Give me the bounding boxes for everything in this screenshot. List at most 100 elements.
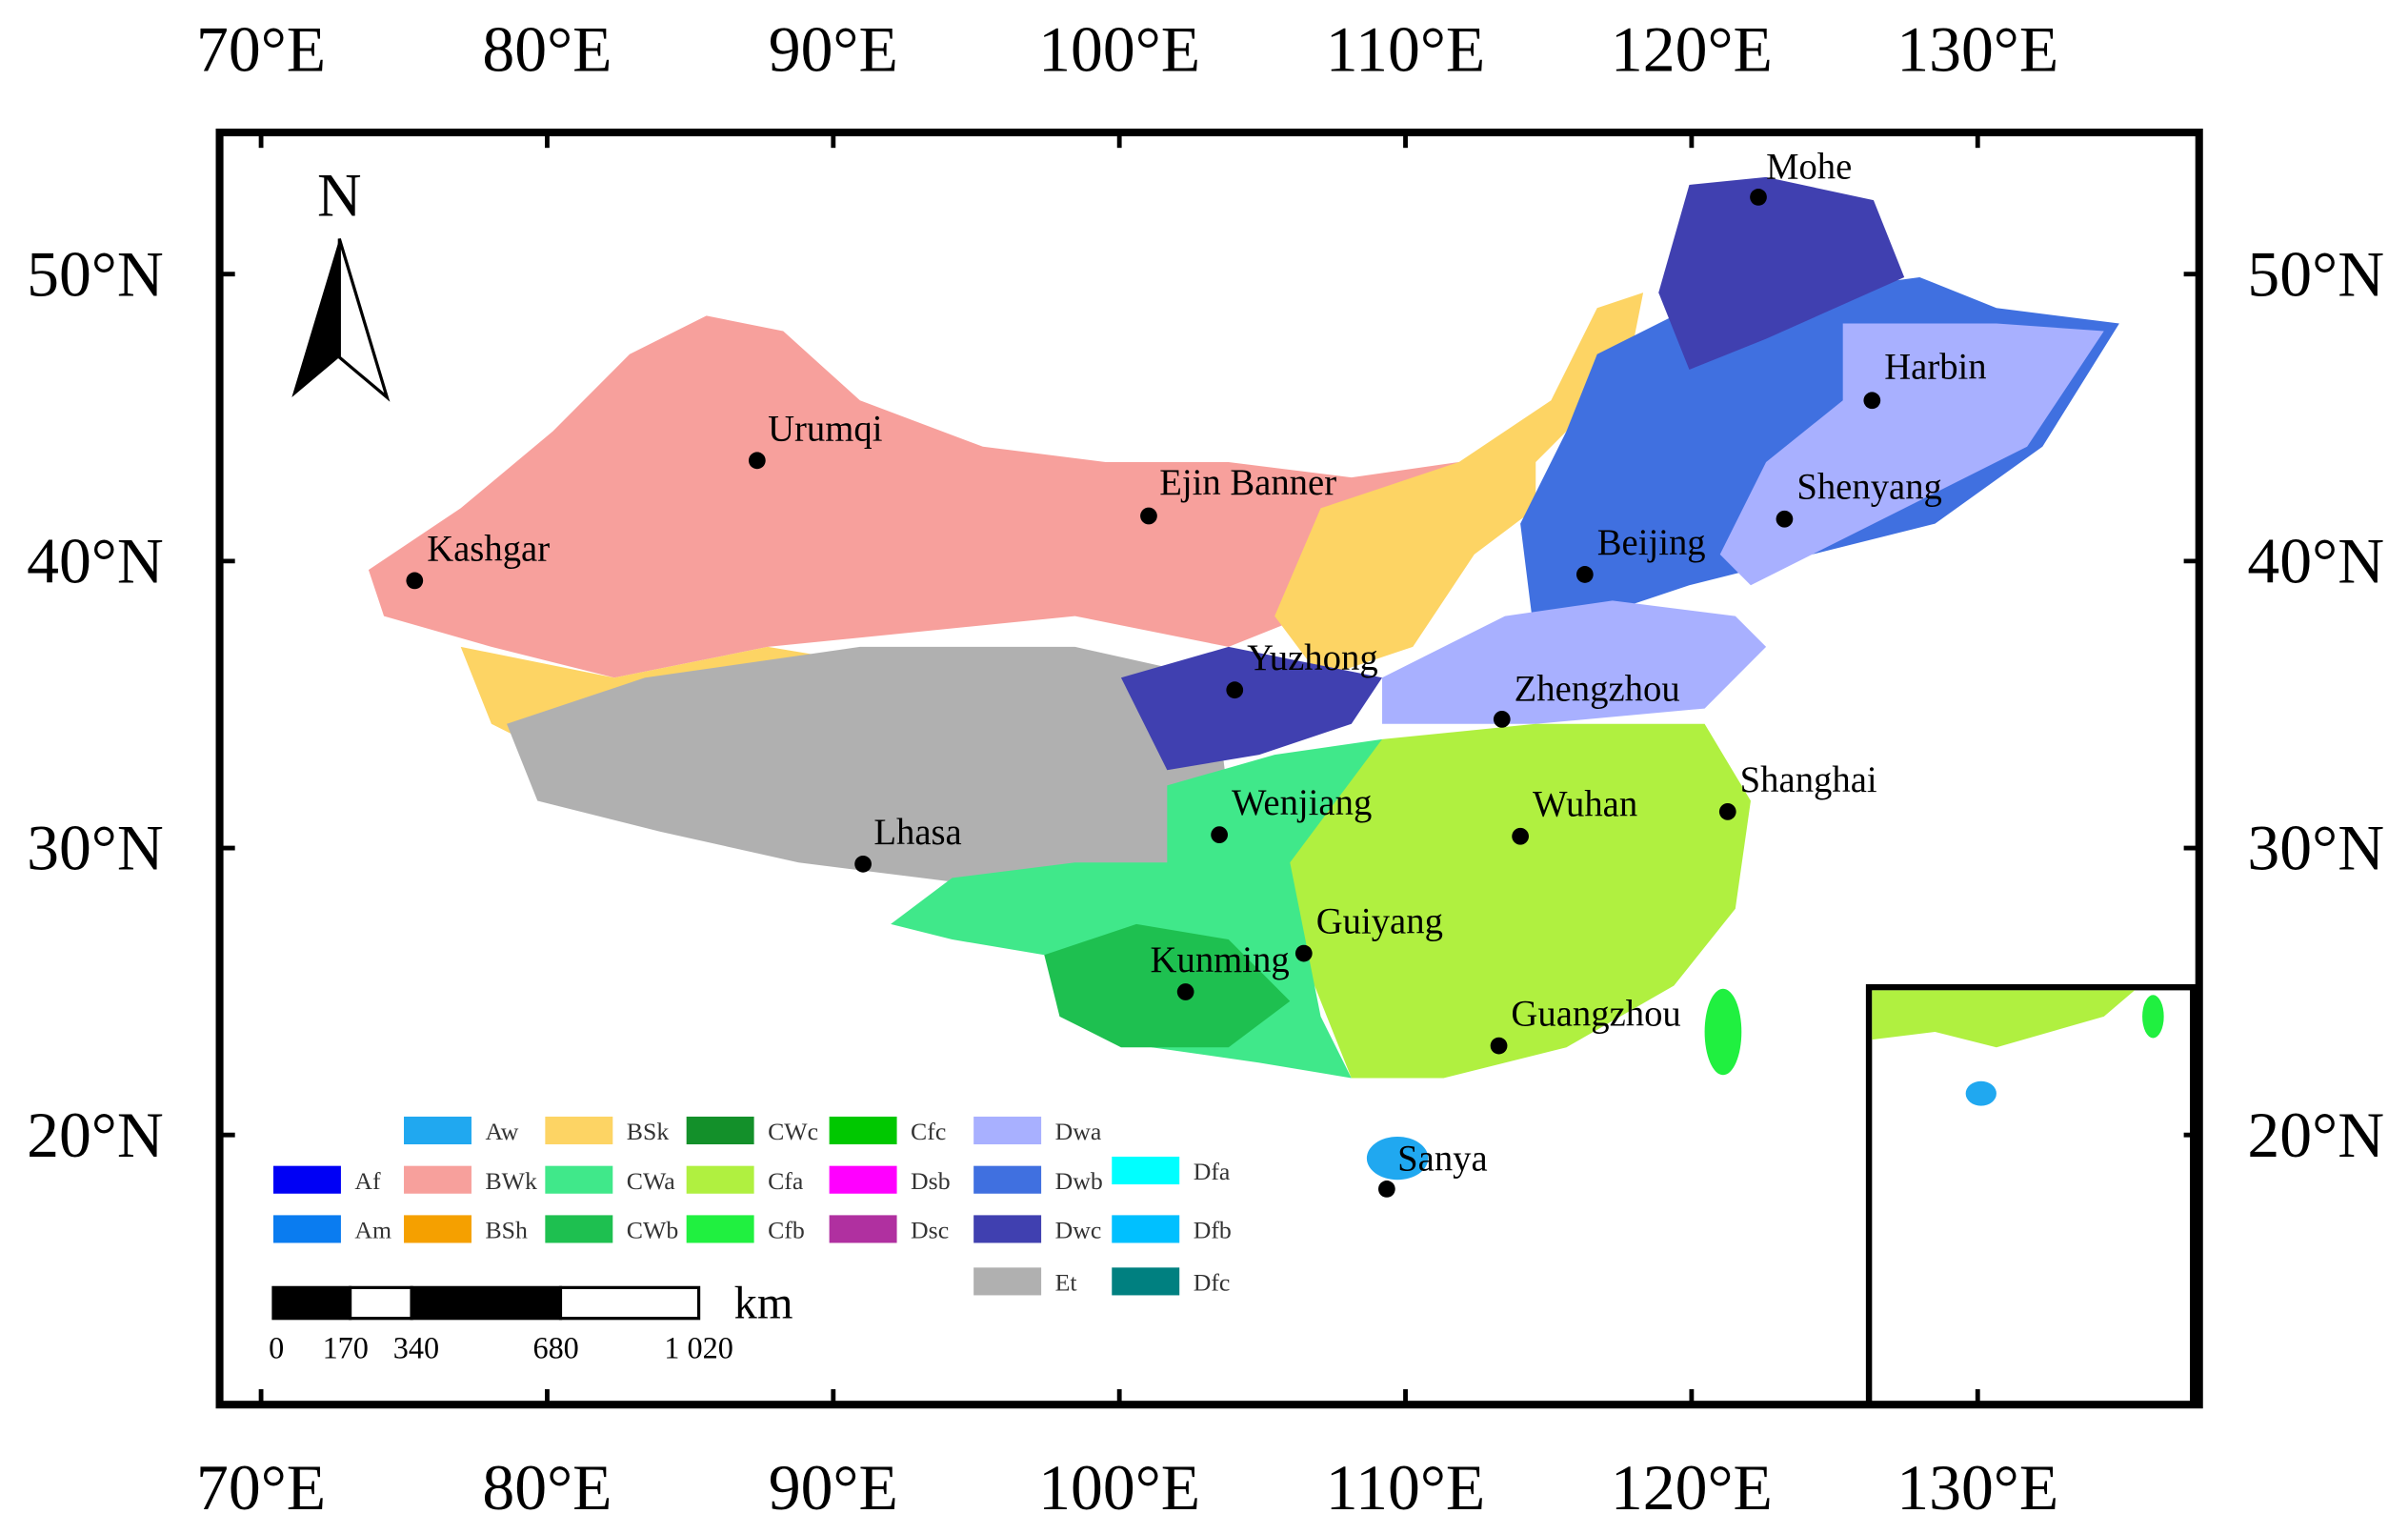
city-label: Zhengzhou (1515, 668, 1680, 709)
scale-label: 680 (532, 1331, 578, 1365)
lon-label-bottom: 100°E (1038, 1452, 1200, 1524)
legend-label: Dfa (1194, 1158, 1231, 1185)
legend-label: Dwa (1055, 1118, 1102, 1145)
legend-swatch (686, 1116, 754, 1145)
legend-label: Dwc (1055, 1217, 1102, 1244)
legend-swatch (1112, 1215, 1180, 1243)
legend-swatch (973, 1267, 1042, 1296)
legend-label: Dfc (1194, 1269, 1231, 1297)
city-label: Ejin Banner (1159, 462, 1336, 503)
city-dot (748, 452, 766, 470)
scale-label: 170 (323, 1331, 369, 1365)
scale-label: 340 (393, 1331, 439, 1365)
scale-label: 1 020 (664, 1331, 733, 1365)
region-dwa (1719, 323, 2104, 586)
lon-label-bottom: 90°E (769, 1452, 898, 1524)
city-dot (1750, 189, 1767, 206)
legend-label: Dwb (1055, 1167, 1103, 1195)
city-dot (1575, 566, 1594, 583)
lat-label-right: 40°N (2247, 525, 2384, 596)
city-dot (1512, 827, 1529, 845)
legend-swatch (404, 1165, 472, 1194)
city-label: Lhasa (873, 812, 961, 853)
legend-swatch (829, 1165, 897, 1194)
scale-label: 0 (269, 1331, 284, 1365)
city-label: Harbin (1884, 347, 1986, 388)
city-dot (1294, 944, 1313, 962)
region-dwa-plain (1382, 600, 1767, 724)
legend-swatch (545, 1116, 613, 1145)
scale-segment (348, 1285, 413, 1321)
region-cfa (1259, 723, 1751, 1079)
lat-label-right: 30°N (2247, 813, 2384, 884)
legend-swatch (686, 1165, 754, 1194)
region-et (507, 646, 1229, 894)
lon-label-bottom: 70°E (196, 1452, 326, 1524)
legend-swatch (829, 1215, 897, 1243)
lon-label-top: 120°E (1611, 13, 1773, 85)
city-dot (1226, 681, 1244, 699)
lon-label-top: 90°E (769, 13, 898, 85)
legend-label: BSh (485, 1217, 528, 1244)
map-frame (215, 128, 2203, 1409)
lat-label-left: 50°N (27, 238, 164, 310)
legend-swatch (973, 1215, 1042, 1243)
legend-label: BSk (627, 1118, 670, 1145)
inset-mainland (1872, 990, 2136, 1048)
legend-label: CWb (627, 1217, 678, 1244)
legend-swatch (404, 1215, 472, 1243)
lon-label-top: 80°E (482, 13, 612, 85)
city-label: Guangzhou (1511, 994, 1680, 1035)
lon-label-bottom: 120°E (1611, 1452, 1773, 1524)
region-cwb (1044, 923, 1291, 1048)
city-label: Kashgar (427, 528, 550, 569)
inset (1865, 983, 2197, 1408)
regions (368, 176, 2119, 1181)
city-label: Yuzhong (1247, 637, 1378, 678)
lat-label-right: 20°N (2247, 1100, 2384, 1171)
lat-label-left: 20°N (27, 1100, 164, 1171)
legend-label: CWa (627, 1167, 675, 1195)
scale-segment (558, 1285, 701, 1321)
legend-swatch (686, 1215, 754, 1243)
city-dot (1211, 826, 1228, 844)
legend-swatch (973, 1116, 1042, 1145)
city-dot (1493, 710, 1511, 728)
lon-label-top: 110°E (1326, 13, 1485, 85)
city-label: Wenjiang (1232, 782, 1372, 823)
region-dwc (1658, 176, 1905, 370)
city-dot (1140, 507, 1157, 525)
lon-label-top: 100°E (1038, 13, 1200, 85)
legend-label: BWk (485, 1167, 537, 1195)
legend-label: Cfb (768, 1217, 805, 1244)
north-label: N (317, 160, 362, 229)
region-dwc-east (1120, 646, 1383, 771)
city-dot (1718, 802, 1736, 820)
scale-segment (410, 1285, 563, 1321)
region-hainan (1366, 1136, 1429, 1181)
legend-swatch (272, 1215, 341, 1243)
inset-hainan (1965, 1080, 1997, 1106)
legend-swatch (973, 1165, 1042, 1194)
lon-label-top: 70°E (196, 13, 326, 85)
city-label: Urumqi (768, 408, 883, 449)
legend-label: Am (354, 1217, 391, 1244)
lat-label-right: 50°N (2247, 238, 2384, 310)
lat-label-left: 40°N (27, 525, 164, 596)
legend-swatch (829, 1116, 897, 1145)
scale-segment (271, 1285, 352, 1321)
scale-unit: km (734, 1279, 793, 1329)
north-arrow: N (291, 160, 391, 402)
legend-swatch (1112, 1156, 1180, 1185)
city-label: Shanghai (1740, 759, 1877, 800)
lon-label-bottom: 80°E (482, 1452, 612, 1524)
inset-taiwan (2142, 995, 2164, 1039)
city-label: Kunming (1151, 939, 1290, 980)
city-dot (1176, 983, 1194, 1000)
city-label: Mohe (1766, 146, 1852, 187)
city-dot (1490, 1037, 1508, 1055)
arrow-left (291, 238, 340, 398)
legend-swatch (1112, 1267, 1180, 1296)
